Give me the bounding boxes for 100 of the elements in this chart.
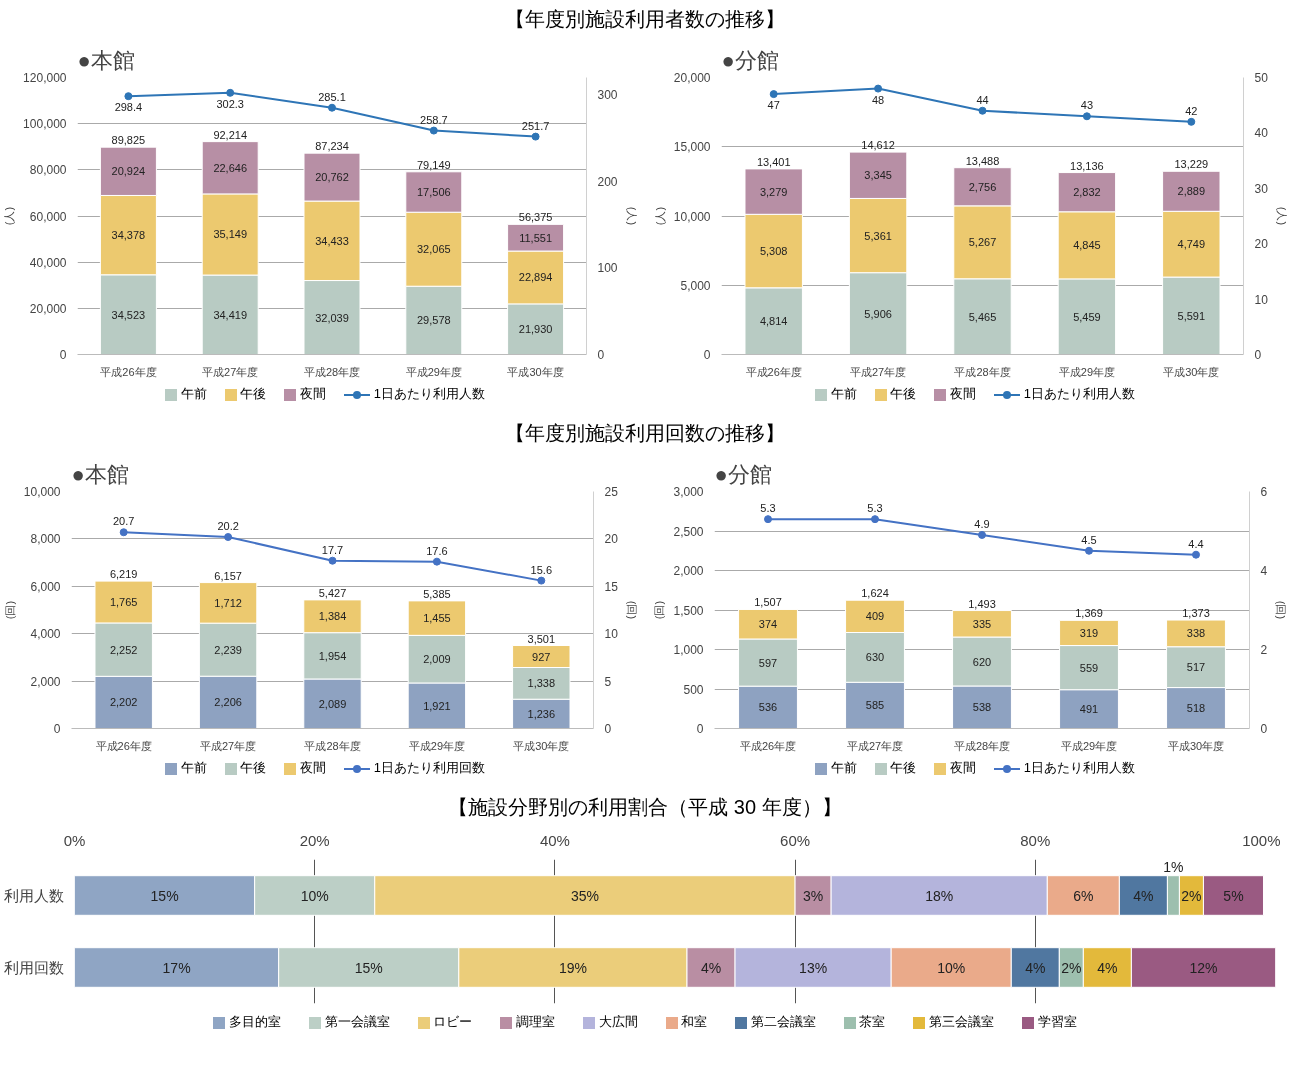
data-label: 13% (799, 959, 828, 976)
y-tick-label: 120,000 (23, 71, 67, 85)
x-tick-label: 40% (539, 831, 570, 849)
text: 【施設分野別の利用割合（平成 30 年度）】 (448, 795, 842, 820)
total-label: 13,229 (1174, 158, 1209, 171)
y2-axis-title: (回) (1275, 600, 1288, 620)
data-label: 620 (972, 655, 992, 668)
y-tick-label: 4,000 (30, 627, 61, 642)
point (1082, 112, 1091, 121)
y-tick-label: 0 (59, 348, 67, 362)
data-label: 3,345 (864, 169, 892, 182)
x-tick-label: 平成28年度 (953, 739, 1011, 752)
data-label: 538 (972, 701, 992, 714)
x-tick-label: 平成27年度 (849, 365, 907, 378)
legend-label: 午後 (240, 386, 267, 401)
data-label: 4.4 (1188, 537, 1204, 550)
legend-label: 1日あたり利用回数 (373, 760, 485, 775)
y-tick-label: 10,000 (23, 485, 61, 499)
data-label: 302.3 (216, 97, 244, 110)
total-label: 1,373 (1182, 607, 1210, 620)
data-label: 19% (558, 959, 587, 976)
y2-tick-label: 4 (1260, 564, 1268, 578)
x-tick-label: 平成26年度 (739, 739, 797, 752)
y-tick-label: 0 (696, 722, 704, 736)
point (328, 103, 336, 112)
data-label: 1,338 (527, 677, 556, 690)
data-label: 20,762 (315, 171, 349, 184)
total-label: 1,624 (861, 587, 889, 600)
legend-label: 大広間 (598, 1014, 638, 1029)
y2-tick-label: 30 (1254, 181, 1269, 196)
data-label: 2,832 (1073, 186, 1101, 199)
data-label: 2,202 (109, 696, 138, 709)
y2-tick-label: 15 (604, 579, 619, 594)
data-label: 630 (865, 651, 885, 664)
data-label: 18% (925, 887, 954, 904)
data-label: 2,009 (423, 653, 451, 666)
legend-label: 和室 (681, 1014, 708, 1029)
data-label: 11,551 (519, 231, 553, 244)
data-label: 1,236 (527, 707, 556, 720)
data-label: 4% (1133, 887, 1154, 904)
data-label: 1,921 (423, 699, 451, 712)
data-label: 2,889 (1177, 185, 1206, 198)
total-label: 3,501 (527, 632, 556, 645)
chart-title: ●分館 (721, 47, 779, 73)
x-tick-label: 平成29年度 (1058, 365, 1116, 378)
legend-label: 1日あたり利用人数 (1023, 760, 1135, 775)
y2-axis-title: (回) (625, 600, 638, 620)
data-label: 4.9 (974, 517, 990, 530)
data-label: 2,089 (318, 697, 347, 710)
y-axis-title: (回) (3, 600, 16, 620)
data-label: 35% (570, 887, 599, 904)
data-label: 22,894 (518, 271, 553, 284)
point (432, 557, 441, 566)
y-tick-label: 8,000 (30, 532, 61, 547)
data-label: 5.3 (867, 502, 883, 515)
point (978, 106, 987, 115)
y-tick-label: 10,000 (673, 209, 711, 224)
total-label: 5,427 (318, 586, 347, 599)
y-tick-label: 6,000 (30, 579, 61, 594)
y2-tick-label: 50 (1254, 71, 1269, 85)
y2-axis-title: (人) (1275, 206, 1288, 226)
legend-label: 午前 (830, 386, 857, 401)
x-tick-label: 平成26年度 (100, 365, 157, 378)
y2-axis-title: (人) (625, 206, 638, 226)
y-tick-label: 2,000 (30, 674, 61, 689)
data-label: 1,455 (423, 612, 451, 625)
data-label: 20,924 (111, 165, 146, 178)
data-label: 10% (300, 887, 329, 904)
data-label: 536 (758, 701, 778, 714)
y-tick-label: 2,500 (673, 524, 704, 539)
x-tick-label: 平成29年度 (408, 739, 466, 752)
data-label: 1,712 (214, 596, 242, 609)
point (1187, 117, 1196, 126)
legend-label: 午前 (180, 386, 207, 401)
total-label: 14,612 (861, 139, 895, 152)
x-tick-label: 平成26年度 (95, 739, 152, 752)
x-tick-label: 平成27年度 (846, 739, 904, 752)
data-label: 20.2 (217, 520, 239, 532)
legend-label: 1日あたり利用人数 (1023, 386, 1135, 401)
y-tick-label: 2,000 (673, 564, 704, 578)
data-label: 42 (1185, 104, 1198, 117)
data-label: 338 (1186, 627, 1206, 640)
data-label: 374 (758, 618, 778, 631)
data-label: 258.7 (420, 113, 448, 126)
data-label: 1% (1163, 859, 1184, 876)
point (1192, 550, 1200, 559)
legend-label: 調理室 (515, 1014, 555, 1029)
data-label: 5% (1223, 887, 1244, 904)
y2-tick-label: 200 (597, 174, 618, 189)
data-label: 585 (865, 699, 885, 712)
data-label: 17.7 (321, 543, 344, 556)
data-label: 2% (1181, 887, 1202, 904)
x-tick-label: 20% (299, 831, 330, 849)
legend-label: 第三会議室 (929, 1014, 994, 1029)
y-tick-label: 60,000 (29, 209, 67, 224)
data-label: 409 (865, 610, 885, 623)
data-label: 34,523 (111, 308, 146, 321)
legend-label: 午後 (240, 760, 267, 775)
x-tick-label: 平成28年度 (303, 365, 361, 378)
data-label: 34,378 (111, 229, 146, 242)
